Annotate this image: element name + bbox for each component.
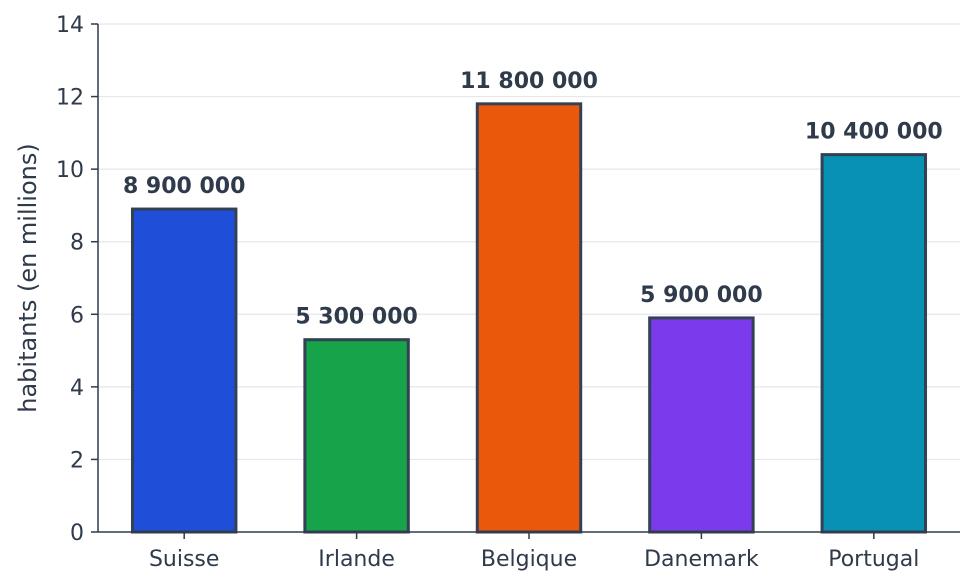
y-tick-label: 14 — [56, 13, 84, 38]
data-label: 8 900 000 — [123, 174, 245, 199]
y-ticks: 0 2 4 6 8 10 12 14 — [56, 13, 98, 546]
bar-belgique — [475, 102, 583, 534]
bar-irlande — [303, 338, 410, 534]
y-tick-label: 8 — [70, 231, 84, 256]
x-tick-label: Irlande — [318, 547, 395, 572]
bar-portugal — [820, 153, 928, 534]
x-tick-label: Danemark — [644, 547, 759, 572]
bar-danemark — [648, 316, 755, 534]
y-tick-label: 12 — [56, 86, 84, 111]
y-tick-label: 0 — [70, 521, 84, 546]
x-ticks: Suisse Irlande Belgique Danemark Portugal — [149, 532, 919, 572]
x-tick-label: Portugal — [828, 547, 919, 572]
bar-suisse — [130, 207, 238, 534]
data-label: 11 800 000 — [460, 69, 598, 94]
y-tick-label: 10 — [56, 158, 84, 183]
x-tick-label: Suisse — [149, 547, 219, 572]
bars — [130, 102, 928, 534]
y-tick-label: 6 — [70, 303, 84, 328]
y-axis-title: habitants (en millions) — [14, 143, 42, 412]
y-tick-label: 2 — [70, 448, 84, 473]
data-label: 5 900 000 — [640, 283, 762, 308]
data-label: 10 400 000 — [805, 120, 943, 145]
y-tick-label: 4 — [70, 376, 84, 401]
data-labels: 8 900 000 5 300 000 11 800 000 5 900 000 10 … — [123, 69, 943, 330]
data-label: 5 300 000 — [295, 305, 417, 330]
x-tick-label: Belgique — [481, 547, 577, 572]
